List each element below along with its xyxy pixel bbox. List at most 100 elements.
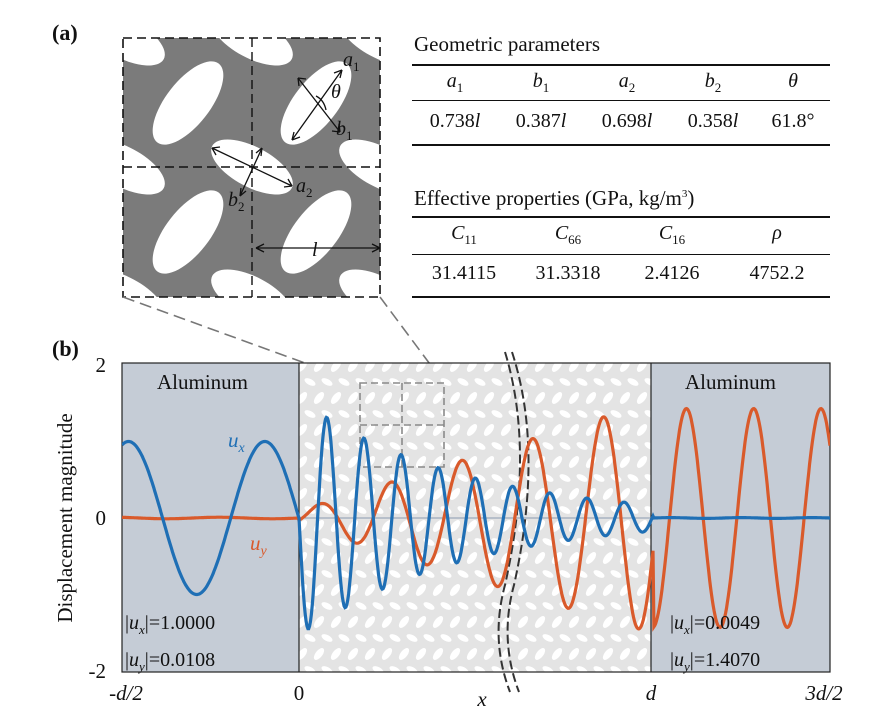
effective-table-title: Effective properties (GPa, kg/m3)	[414, 186, 695, 210]
metamaterial-hole	[508, 634, 520, 642]
metamaterial-hole	[457, 474, 469, 482]
metamaterial-hole	[415, 648, 427, 660]
metamaterial-hole	[551, 456, 563, 468]
metamaterial-hole	[542, 378, 554, 386]
metamaterial-hole	[568, 424, 580, 436]
eff-value-c11: 31.4115	[431, 262, 497, 284]
metamaterial-hole	[593, 378, 605, 386]
metamaterial-hole	[576, 410, 588, 418]
metamaterial-hole	[610, 378, 622, 386]
metamaterial-hole	[559, 634, 571, 642]
metamaterial-hole	[466, 616, 478, 628]
metamaterial-hole	[585, 616, 597, 628]
metamaterial-hole	[389, 410, 401, 418]
metamaterial-hole	[372, 410, 384, 418]
metamaterial-hole	[636, 424, 648, 436]
curve-labels: ux uy	[228, 428, 268, 559]
metamaterial-hole	[585, 424, 597, 436]
y-tick-2: 2	[96, 353, 107, 377]
metamaterial-hole	[593, 602, 605, 610]
metamaterial-hole	[330, 392, 342, 404]
uy-label: uy	[250, 531, 268, 559]
metamaterial-hole	[423, 378, 435, 386]
metamaterial-hole	[415, 456, 427, 468]
metamaterial-hole	[321, 538, 333, 546]
metamaterial-hole	[483, 648, 495, 660]
metamaterial-hole	[372, 634, 384, 642]
metamaterial-hole	[483, 616, 495, 628]
metamaterial-hole	[491, 474, 503, 482]
eff-header-rho: ρ	[772, 222, 782, 244]
metamaterial-hole	[500, 456, 512, 468]
metamaterial-hole	[432, 392, 444, 404]
metamaterial-hole	[627, 474, 639, 482]
metamaterial-hole	[559, 570, 571, 578]
metamaterial-hole	[508, 474, 520, 482]
metamaterial-hole	[313, 584, 325, 596]
metamaterial-hole	[534, 392, 546, 404]
metamaterial-hole	[474, 442, 486, 450]
metamaterial-hole	[542, 410, 554, 418]
metamaterial-hole	[372, 474, 384, 482]
eff-header-c11: C11	[451, 222, 477, 247]
metamaterial-hole	[542, 634, 554, 642]
geometric-parameters-table: Geometric parameters a1 b1 a2 b2 θ 0.738…	[412, 30, 830, 160]
metamaterial-hole	[585, 552, 597, 564]
metamaterial-hole	[644, 474, 651, 482]
metamaterial-hole	[627, 634, 639, 642]
metamaterial-hole	[423, 634, 435, 642]
metamaterial-hole	[415, 520, 427, 532]
metamaterial-hole	[338, 442, 350, 450]
geo-header-a1: a1	[446, 70, 464, 95]
geo-header-b2: b2	[704, 70, 722, 95]
metamaterial-hole	[381, 392, 393, 404]
metamaterial-hole	[440, 378, 452, 386]
metamaterial-hole	[381, 424, 393, 436]
metamaterial-hole	[304, 410, 316, 418]
metamaterial-hole	[372, 602, 384, 610]
metamaterial-hole	[559, 506, 571, 514]
metamaterial-hole	[593, 570, 605, 578]
metamaterial-hole	[415, 584, 427, 596]
unit-cell-holes	[123, 38, 380, 297]
dimension-arrows	[211, 69, 381, 253]
metamaterial-hole	[568, 616, 580, 628]
metamaterial-hole	[457, 602, 469, 610]
metamaterial-hole	[500, 424, 512, 436]
metamaterial-hole	[440, 602, 452, 610]
metamaterial-hole	[321, 378, 333, 386]
metamaterial-hole	[364, 584, 376, 596]
metamaterial-hole	[551, 392, 563, 404]
left-readout: |ux|=1.0000 |uy|=0.0108	[125, 608, 215, 682]
right-readout: |ux|=0.0049 |uy|=1.4070	[670, 608, 760, 682]
metamaterial-hole	[466, 584, 478, 596]
metamaterial-hole	[585, 392, 597, 404]
metamaterial-hole	[593, 410, 605, 418]
x-marker: x	[476, 687, 487, 711]
metamaterial-hole	[381, 616, 393, 628]
metamaterial-hole	[381, 584, 393, 596]
metamaterial-hole	[389, 634, 401, 642]
metamaterial-hole	[636, 488, 648, 500]
metamaterial-hole	[364, 552, 376, 564]
geo-header-a2: a2	[618, 70, 636, 95]
metamaterial-hole	[423, 474, 435, 482]
metamaterial-hole	[321, 442, 333, 450]
metamaterial-hole	[474, 410, 486, 418]
metamaterial-hole	[602, 552, 614, 564]
metamaterial-hole	[508, 410, 520, 418]
metamaterial-hole	[593, 506, 605, 514]
metamaterial-hole	[406, 602, 418, 610]
svg-text:θ: θ	[331, 81, 341, 103]
metamaterial-hole	[304, 634, 316, 642]
metamaterial-hole	[432, 616, 444, 628]
metamaterial-hole	[491, 410, 503, 418]
metamaterial-hole	[415, 616, 427, 628]
metamaterial-hole	[355, 410, 367, 418]
metamaterial-hole	[423, 602, 435, 610]
metamaterial-hole	[525, 570, 537, 578]
metamaterial-hole	[610, 538, 622, 546]
metamaterial-hole	[406, 634, 418, 642]
metamaterial-hole	[466, 552, 478, 564]
geo-header-b1: b1	[532, 70, 550, 95]
